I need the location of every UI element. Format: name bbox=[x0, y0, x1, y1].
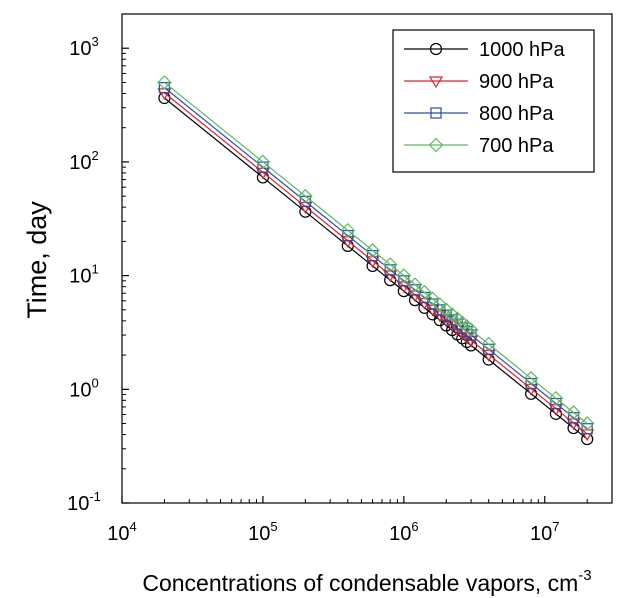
series-700-hpa bbox=[157, 75, 595, 431]
x-axis-title: Concentrations of condensable vapors, cm… bbox=[142, 567, 591, 596]
x-axis-title-main: Concentrations of condensable vapors, cm bbox=[142, 570, 578, 596]
data-point bbox=[481, 336, 497, 352]
y-tick-label: 102 bbox=[69, 148, 98, 174]
data-point bbox=[396, 268, 412, 283]
legend-item: 800 hPa bbox=[404, 103, 554, 125]
y-tick-label: 100 bbox=[69, 375, 98, 401]
data-point bbox=[255, 154, 271, 170]
data-point bbox=[365, 243, 380, 258]
x-tick-label: 105 bbox=[248, 519, 277, 545]
legend-marker bbox=[428, 137, 444, 153]
data-point bbox=[407, 277, 423, 292]
legend-item: 700 hPa bbox=[404, 135, 554, 157]
data-point bbox=[463, 322, 479, 338]
data-point bbox=[581, 423, 593, 435]
legend-label: 1000 hPa bbox=[479, 39, 566, 61]
data-point bbox=[548, 390, 564, 406]
data-point bbox=[444, 307, 460, 322]
x-tick-label: 106 bbox=[389, 519, 418, 545]
x-tick-label: 104 bbox=[107, 519, 136, 545]
data-point bbox=[340, 223, 356, 238]
legend-item: 1000 hPa bbox=[404, 39, 566, 61]
legend-label: 700 hPa bbox=[479, 135, 554, 157]
data-point bbox=[432, 297, 448, 312]
y-axis: 10-1 100 101 102 103 bbox=[67, 13, 129, 515]
legend-label: 900 hPa bbox=[479, 71, 554, 93]
legend-item: 900 hPa bbox=[404, 71, 554, 93]
data-point bbox=[382, 257, 398, 272]
legend-label: 800 hPa bbox=[479, 103, 554, 125]
legend-marker bbox=[428, 76, 444, 89]
data-point bbox=[579, 416, 595, 431]
data-point bbox=[157, 75, 172, 90]
data-point bbox=[438, 302, 454, 318]
y-tick-label: 103 bbox=[69, 34, 98, 60]
series-line bbox=[164, 92, 588, 435]
series-layer bbox=[157, 75, 595, 446]
x-tick-label: 107 bbox=[530, 519, 559, 545]
data-point bbox=[417, 284, 432, 300]
x-axis-title-sup: -3 bbox=[578, 567, 591, 584]
data-point bbox=[523, 370, 539, 386]
plot-frame bbox=[121, 13, 613, 504]
y-tick-label: 101 bbox=[69, 262, 98, 288]
legend: 1000 hPa 900 hPa 800 hPa 700 hPa bbox=[392, 29, 595, 173]
legend-box bbox=[392, 29, 595, 173]
legend-marker bbox=[430, 107, 442, 119]
y-tick-label: 10-1 bbox=[67, 489, 101, 515]
data-point bbox=[566, 405, 581, 420]
data-point bbox=[297, 188, 313, 204]
y-axis-title: Time, day bbox=[22, 201, 52, 319]
data-point bbox=[425, 291, 440, 307]
legend-marker bbox=[429, 42, 443, 56]
series-line bbox=[164, 97, 588, 440]
x-axis: 104 105 106 107 bbox=[107, 496, 613, 545]
